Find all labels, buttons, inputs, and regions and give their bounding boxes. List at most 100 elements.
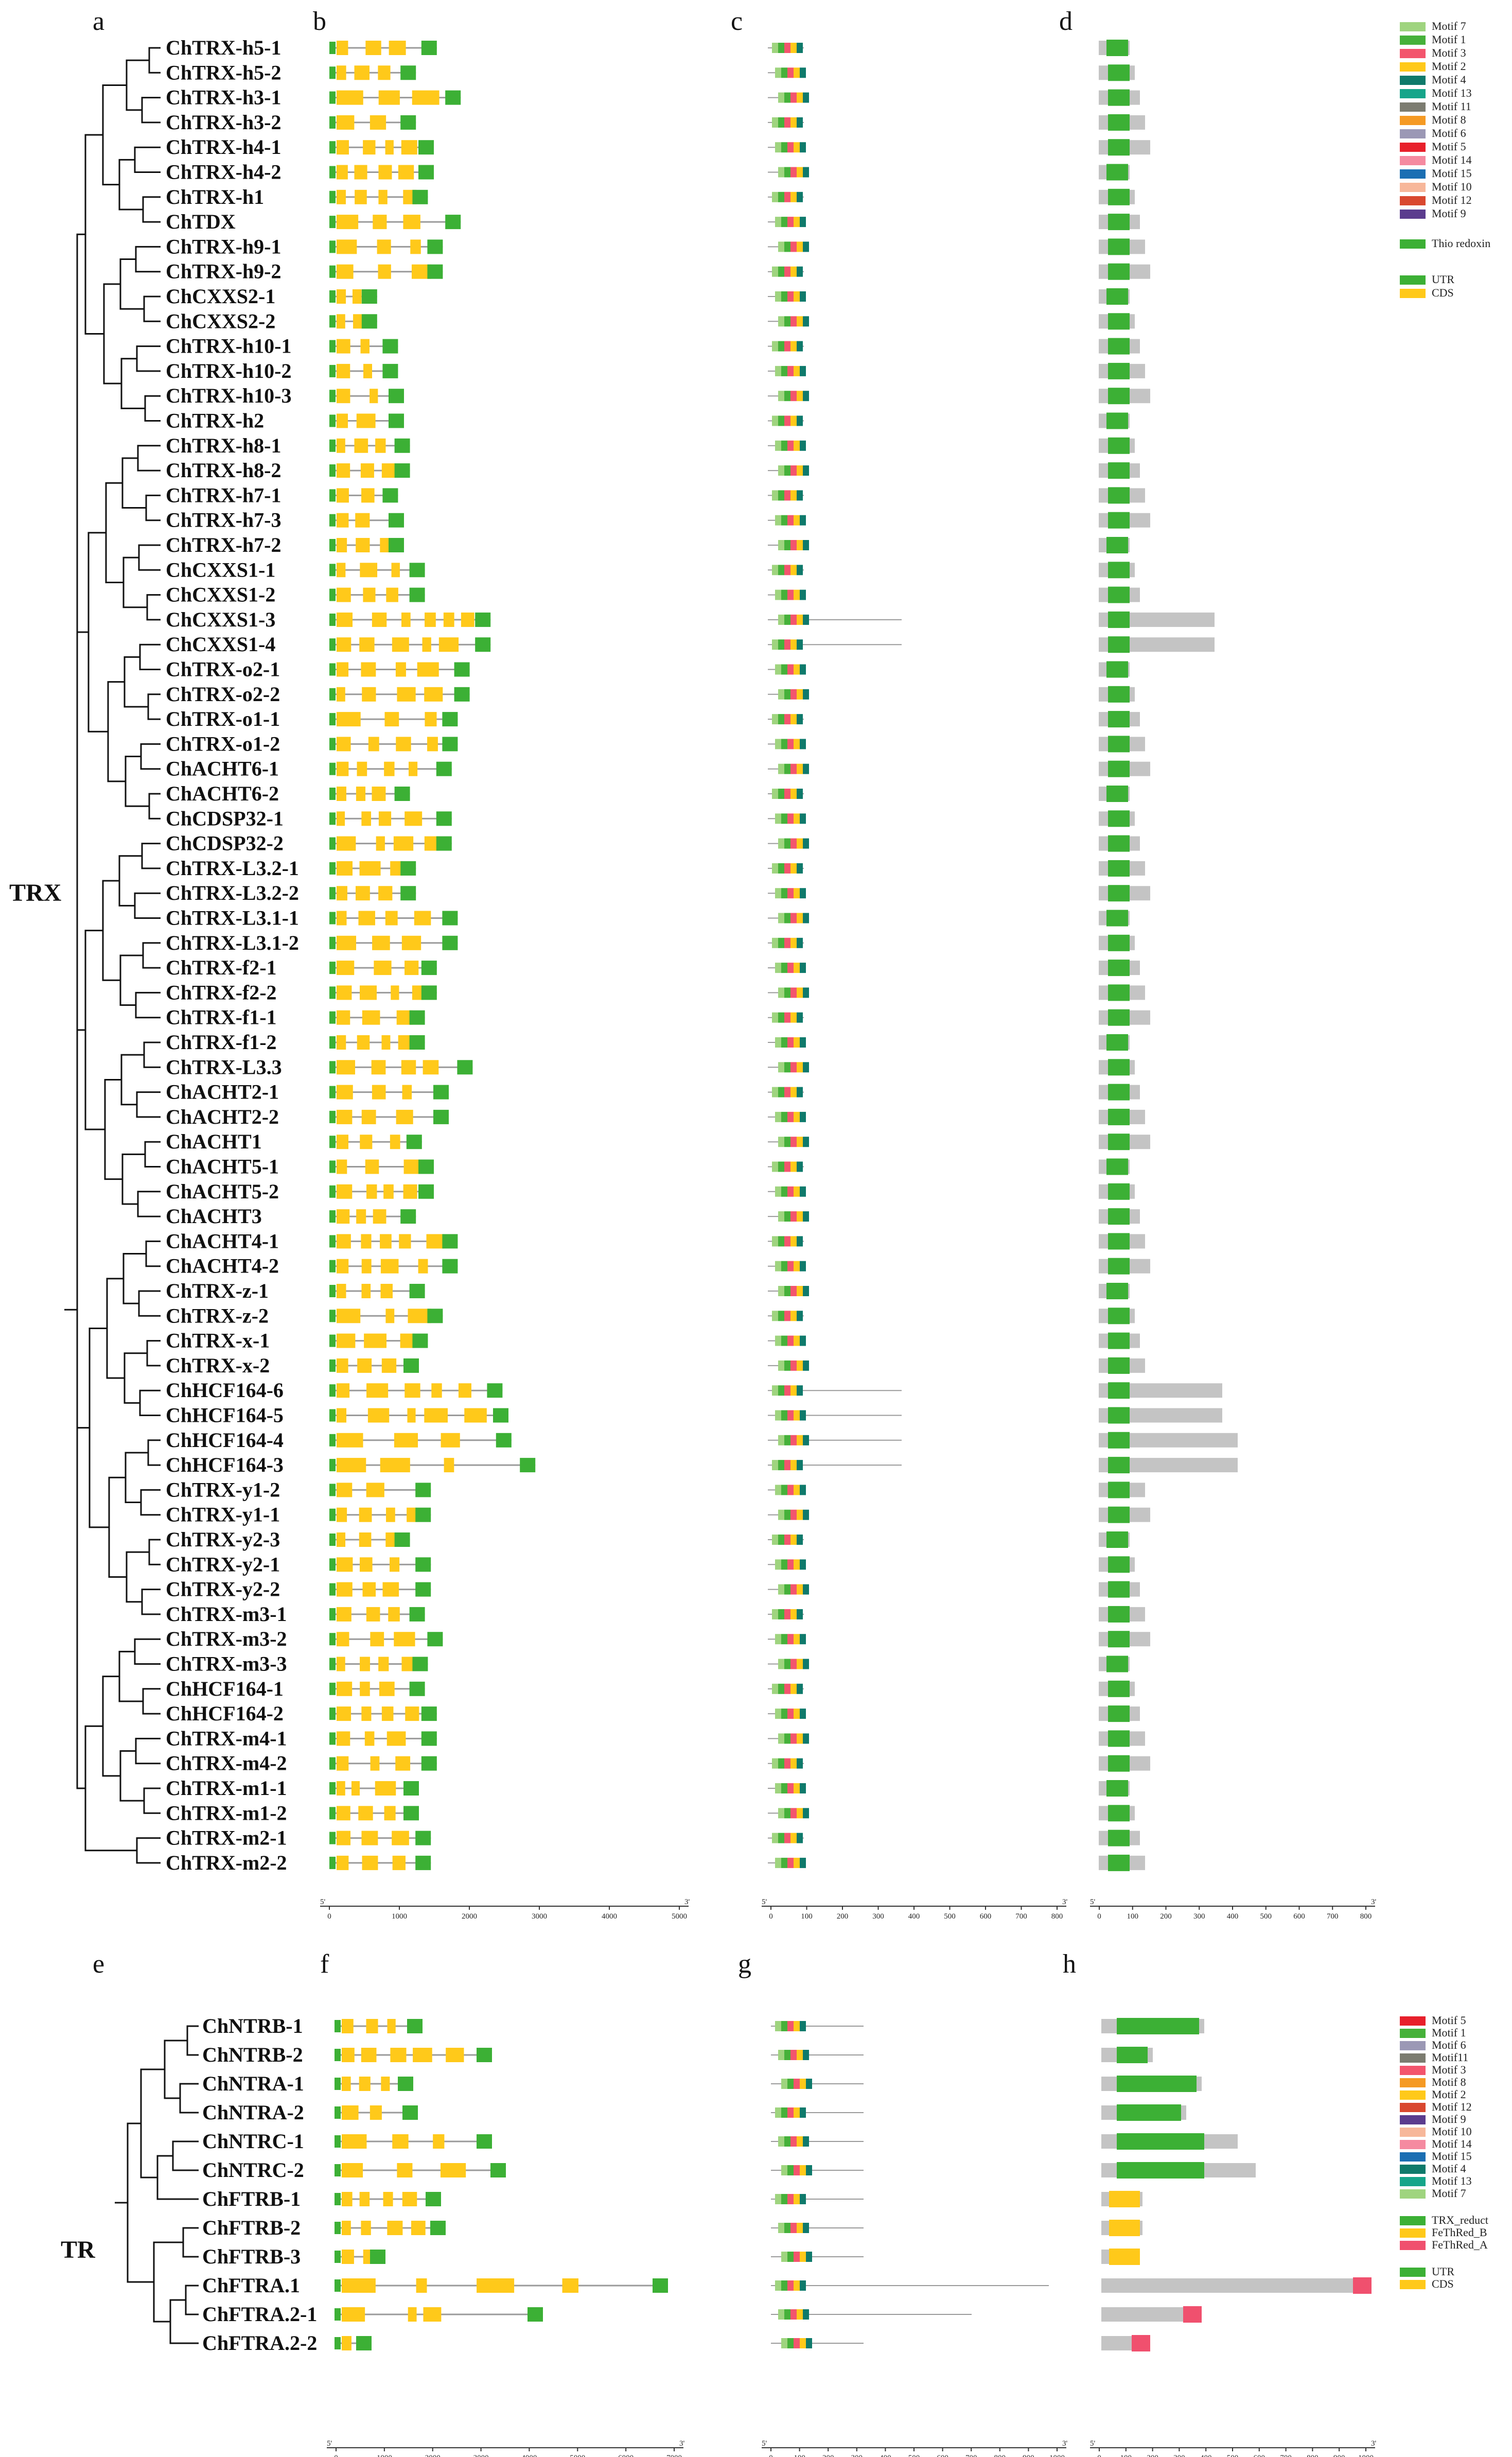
motif-box — [781, 1410, 787, 1421]
motif-box — [787, 291, 794, 302]
utr-block — [433, 1109, 449, 1124]
motif-map-chtrx-l3-2-2 — [768, 888, 806, 899]
motif-box — [797, 565, 803, 576]
motif-box — [781, 2021, 787, 2031]
motif-box — [778, 1733, 784, 1744]
motif-box — [772, 490, 778, 501]
panel-label-f: f — [320, 1949, 329, 1979]
axis-tick-label: 400 — [908, 1912, 920, 1921]
utr-block — [409, 1607, 425, 1622]
motif-box — [800, 1709, 806, 1719]
cds-block — [337, 911, 347, 926]
tree-branch — [137, 445, 161, 472]
motif-box — [790, 2050, 797, 2060]
motif-box — [794, 217, 800, 228]
motif-box — [784, 167, 790, 178]
gene-label-chtrx-f1-2: ChTRX-f1-2 — [166, 1031, 277, 1054]
motif-box — [787, 2338, 794, 2348]
motif-box — [790, 987, 797, 998]
domain-map-chacht6-2 — [1099, 786, 1130, 802]
motif-box — [803, 391, 809, 402]
domain-box — [1353, 2277, 1372, 2294]
gene-structure-chhcf164-1 — [329, 1681, 425, 1696]
motif-box — [781, 1186, 787, 1197]
gene-label-chcdsp32-2: ChCDSP32-2 — [166, 832, 284, 855]
utr-block — [329, 91, 336, 104]
motif-box — [794, 2194, 800, 2204]
gene-structure-chtrx-h8-1 — [329, 438, 410, 453]
tree-branch — [102, 84, 127, 186]
domain-map-chtrx-m4-2 — [1099, 1755, 1150, 1772]
axis-start-label: 5' — [320, 1898, 326, 1906]
utr-block — [329, 887, 336, 900]
cds-block — [337, 1060, 356, 1075]
domain-map-chtrx-m3-1 — [1099, 1606, 1145, 1623]
cds-block — [405, 1706, 419, 1721]
gene-label-chcxxs1-3: ChCXXS1-3 — [166, 608, 275, 631]
cds-block — [337, 1681, 353, 1696]
gene-label-chcdsp32-1: ChCDSP32-1 — [166, 807, 284, 830]
domain-map-chtrx-z-1 — [1099, 1283, 1130, 1299]
cds-block — [413, 2048, 432, 2062]
motif-box — [775, 1857, 781, 1868]
domain-box — [1106, 164, 1128, 181]
cds-block — [389, 41, 406, 55]
motif-box — [778, 1609, 784, 1619]
motif-box — [800, 589, 806, 600]
axis-tick-label: 100 — [801, 1912, 813, 1921]
cds-block — [359, 1557, 373, 1572]
cds-block — [366, 1483, 384, 1497]
cds-block — [337, 1184, 353, 1199]
cds-block — [427, 737, 438, 752]
motif-box — [784, 714, 790, 725]
motif-box — [794, 1037, 800, 1048]
cds-block — [380, 1259, 399, 1274]
domain-box — [1108, 139, 1130, 156]
motif-box — [797, 540, 803, 550]
utr-block — [329, 1359, 336, 1372]
cds-block — [352, 289, 362, 304]
gene-structure-chntrb-2 — [335, 2048, 492, 2062]
motif-box — [790, 167, 797, 178]
motif-box — [781, 365, 787, 376]
legend-swatch — [1400, 2189, 1426, 2199]
utr-block — [335, 2308, 341, 2321]
utr-block — [329, 936, 336, 949]
legend-label: Motif 10 — [1432, 2125, 1472, 2138]
motif-box — [784, 241, 790, 252]
motif-box — [784, 1609, 790, 1619]
motif-box — [778, 167, 784, 178]
motif-box — [803, 838, 809, 849]
gene-label-chtrx-o1-1: ChTRX-o1-1 — [166, 707, 280, 730]
utr-block — [335, 2078, 341, 2090]
utr-block — [329, 762, 336, 775]
motif-box — [781, 2338, 787, 2348]
panel-label-c: c — [731, 7, 743, 36]
motif-box — [797, 838, 803, 849]
motif-box — [775, 1261, 781, 1271]
axis-tick-label: 0 — [327, 1912, 331, 1921]
legend-label: Motif 7 — [1432, 2187, 1466, 2200]
axis-f: 010002000300040005000600070005'3' — [327, 2439, 685, 2457]
domain-box — [1108, 1059, 1130, 1076]
utr-block — [329, 66, 336, 79]
tr-domain-maps — [1101, 2018, 1372, 2351]
tree-branch — [142, 196, 161, 223]
legend-label: Motif 1 — [1432, 2026, 1466, 2039]
cds-block — [359, 637, 375, 652]
cds-block — [337, 1259, 349, 1274]
cds-block — [337, 389, 350, 404]
tree-branch — [135, 1737, 161, 1765]
motif-box — [797, 117, 803, 128]
gene-label-chcxxs2-1: ChCXXS2-1 — [166, 285, 275, 308]
domain-map-chcxxs2-1 — [1099, 288, 1130, 305]
motif-box — [787, 739, 794, 750]
utr-block — [329, 613, 336, 626]
motif-box — [778, 1535, 784, 1545]
utr-block — [329, 1110, 336, 1123]
cds-block — [443, 612, 454, 627]
motif-map-chtrx-h10-1 — [768, 341, 804, 352]
motif-box — [800, 1335, 806, 1346]
domain-box — [1108, 1233, 1130, 1250]
utr-block — [653, 2278, 668, 2293]
